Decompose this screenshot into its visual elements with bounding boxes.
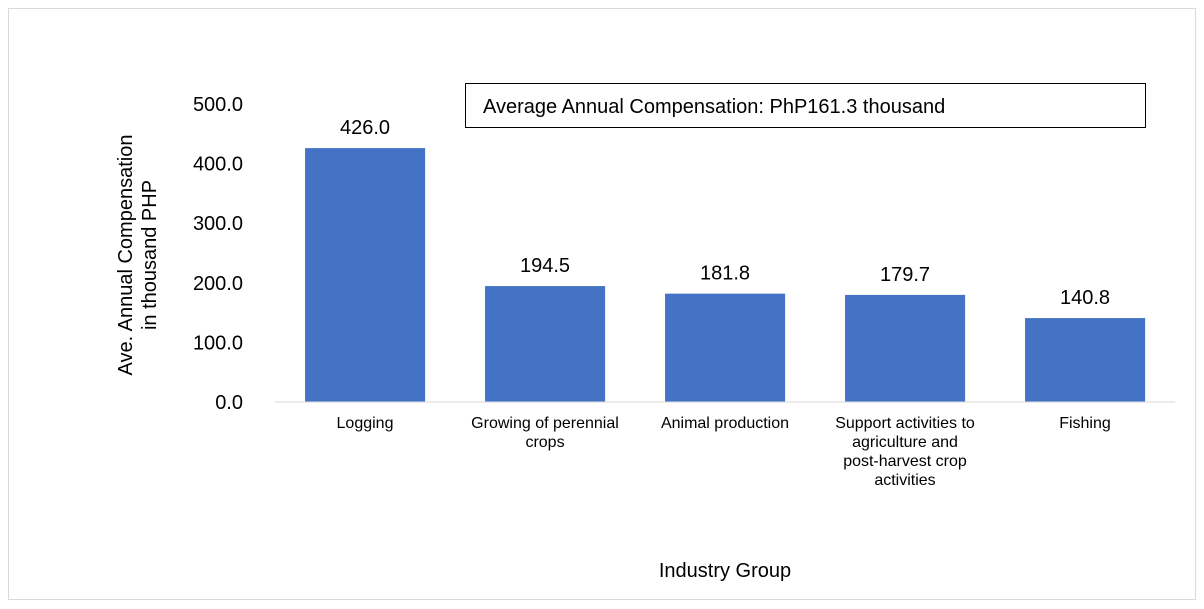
bar bbox=[305, 148, 426, 402]
bar bbox=[845, 294, 966, 402]
data-label: 181.8 bbox=[700, 263, 750, 285]
y-axis-title: in thousand PHP bbox=[139, 180, 161, 330]
x-tick-label: Support activities to agriculture and post… bbox=[835, 415, 975, 489]
annotation: Average Annual Compensation: PhP161.3 th… bbox=[483, 96, 945, 118]
y-tick-label: 500.0 bbox=[193, 94, 243, 116]
y-tick-label: 0.0 bbox=[215, 392, 243, 414]
data-label: 140.8 bbox=[1060, 287, 1110, 309]
bar bbox=[665, 293, 786, 402]
data-label: 426.0 bbox=[340, 117, 390, 139]
y-tick-label: 400.0 bbox=[193, 154, 243, 176]
y-axis-title: Ave. Annual Compensation bbox=[115, 135, 137, 376]
x-tick-label: Animal production bbox=[661, 415, 789, 432]
bar bbox=[1025, 318, 1146, 402]
y-tick-label: 200.0 bbox=[193, 273, 243, 295]
annotation-box bbox=[465, 83, 1146, 128]
bar bbox=[485, 286, 606, 402]
data-label: 179.7 bbox=[880, 264, 930, 286]
x-axis-title: Industry Group bbox=[659, 560, 791, 582]
x-tick-label: Growing of perennial crops bbox=[471, 415, 619, 451]
y-tick-label: 100.0 bbox=[193, 332, 243, 354]
y-tick-label: 300.0 bbox=[193, 213, 243, 235]
data-label: 194.5 bbox=[520, 255, 570, 277]
x-tick-label: Logging bbox=[337, 415, 394, 432]
x-tick-label: Fishing bbox=[1059, 415, 1111, 432]
